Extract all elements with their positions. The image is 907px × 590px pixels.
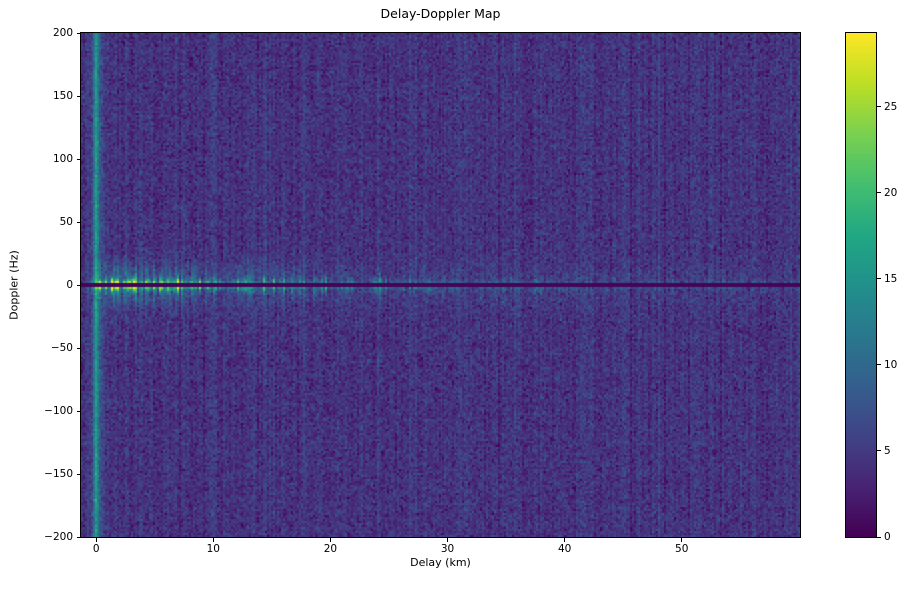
y-tick-mark bbox=[76, 347, 80, 349]
heatmap-canvas bbox=[81, 33, 800, 537]
y-tick-label: −150 bbox=[44, 468, 73, 480]
y-tick-mark bbox=[76, 158, 80, 160]
x-tick-label: 30 bbox=[440, 543, 455, 555]
colorbar-tick-mark bbox=[877, 536, 881, 538]
y-tick-label: 200 bbox=[52, 27, 73, 39]
colorbar-tick-mark bbox=[877, 192, 881, 194]
colorbar-tick-label: 5 bbox=[884, 444, 891, 457]
x-tick-label: 50 bbox=[675, 543, 689, 555]
colorbar-tick-label: 10 bbox=[884, 358, 898, 371]
x-tick-label: 40 bbox=[557, 543, 572, 555]
x-axis-label: Delay (km) bbox=[410, 556, 471, 569]
x-tick-mark bbox=[329, 538, 331, 542]
y-tick-mark bbox=[76, 473, 80, 475]
y-tick-label: −50 bbox=[50, 342, 73, 354]
y-tick-mark bbox=[76, 410, 80, 412]
colorbar-tick-label: 15 bbox=[884, 272, 898, 285]
x-tick-mark bbox=[681, 538, 683, 542]
colorbar-tick-mark bbox=[877, 364, 881, 366]
colorbar-tick-mark bbox=[877, 450, 881, 452]
colorbar-tick-label: 20 bbox=[884, 186, 898, 199]
x-tick-label: 20 bbox=[323, 543, 338, 555]
y-tick-label: −200 bbox=[44, 531, 73, 543]
y-tick-label: 0 bbox=[66, 279, 73, 291]
chart-title: Delay-Doppler Map bbox=[380, 6, 501, 21]
x-tick-mark bbox=[95, 538, 97, 542]
y-tick-label: 150 bbox=[52, 90, 73, 102]
colorbar-tick-mark bbox=[877, 278, 881, 280]
colorbar-tick-mark bbox=[877, 106, 881, 108]
x-tick-mark bbox=[447, 538, 449, 542]
y-tick-mark bbox=[76, 95, 80, 97]
colorbar-tick-label: 0 bbox=[884, 531, 891, 543]
y-tick-label: 100 bbox=[52, 153, 73, 165]
y-tick-label: −100 bbox=[44, 405, 73, 417]
colorbar-canvas bbox=[846, 33, 876, 537]
x-tick-label: 0 bbox=[92, 543, 100, 555]
y-tick-mark bbox=[76, 536, 80, 538]
colorbar-frame bbox=[845, 32, 877, 538]
y-tick-mark bbox=[76, 284, 80, 286]
x-tick-mark bbox=[564, 538, 566, 542]
y-tick-mark bbox=[76, 32, 80, 34]
y-tick-label: 50 bbox=[59, 216, 73, 228]
x-tick-mark bbox=[212, 538, 214, 542]
x-tick-label: 10 bbox=[206, 543, 220, 555]
axes-frame bbox=[80, 32, 801, 538]
y-tick-mark bbox=[76, 221, 80, 223]
colorbar-tick-label: 25 bbox=[884, 100, 898, 113]
